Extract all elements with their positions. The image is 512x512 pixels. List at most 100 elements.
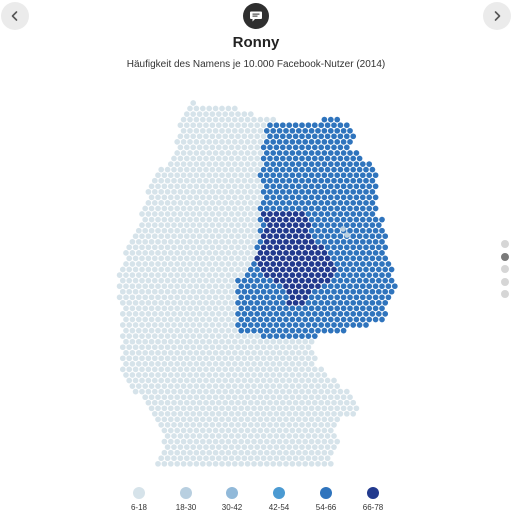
hex-cell xyxy=(270,139,277,145)
hex-cell xyxy=(142,338,149,345)
hex-cell xyxy=(292,399,299,406)
hex-cell xyxy=(251,383,257,389)
previous-button[interactable] xyxy=(1,2,29,30)
next-button[interactable] xyxy=(483,2,511,30)
hex-cell xyxy=(337,388,344,395)
hex-cell xyxy=(190,233,197,240)
hex-cell xyxy=(174,383,181,389)
hex-cell xyxy=(308,216,315,223)
hex-cell xyxy=(315,283,321,290)
hex-cell xyxy=(199,460,206,467)
hex-cell xyxy=(337,311,344,317)
hex-cell xyxy=(302,460,309,467)
hex-cell xyxy=(356,177,363,184)
hex-cell xyxy=(225,305,232,312)
hex-cell xyxy=(254,366,261,373)
hex-cell xyxy=(212,127,219,134)
hex-cell xyxy=(305,311,312,317)
hex-cell xyxy=(327,227,334,234)
hex-cell xyxy=(219,427,225,434)
hex-cell xyxy=(196,111,203,117)
hex-cell xyxy=(372,294,379,301)
hex-cell xyxy=(244,172,251,179)
hex-cell xyxy=(305,299,312,306)
hex-cell xyxy=(337,233,344,240)
page-dot[interactable] xyxy=(501,252,509,261)
hex-cell xyxy=(273,333,280,339)
hex-cell xyxy=(289,150,296,156)
hex-cell xyxy=(257,372,264,378)
hex-cell xyxy=(215,399,222,406)
hex-cell xyxy=(199,449,206,456)
hex-cell xyxy=(228,233,235,240)
hex-cell xyxy=(388,288,395,295)
hex-cell xyxy=(257,294,264,301)
hex-cell xyxy=(119,355,126,362)
hex-cell xyxy=(276,338,283,345)
hex-cell xyxy=(171,333,177,339)
hex-cell xyxy=(167,272,174,278)
hex-cell xyxy=(305,222,312,228)
page-dot[interactable] xyxy=(501,240,509,248)
hex-cell xyxy=(276,227,283,234)
hex-cell xyxy=(145,333,152,339)
map-legend: 6-18 18-30 30-42 42-54 54-66 66-78 xyxy=(0,487,512,512)
hex-cell xyxy=(305,410,312,417)
hex-cell xyxy=(174,183,181,190)
hex-cell xyxy=(158,200,165,206)
hex-cell xyxy=(219,172,225,179)
hex-cell xyxy=(327,438,334,445)
hex-cell xyxy=(276,250,283,256)
page-dot[interactable] xyxy=(501,265,509,273)
hex-cell xyxy=(231,272,238,278)
hex-cell xyxy=(251,394,257,401)
hex-cell xyxy=(331,277,337,284)
hex-cell xyxy=(318,322,325,328)
hex-cell xyxy=(203,355,209,362)
hex-cell xyxy=(219,261,225,267)
hex-cell xyxy=(199,150,206,156)
hex-cell xyxy=(324,299,331,306)
hex-cell xyxy=(199,305,206,312)
hex-cell xyxy=(135,361,142,367)
hex-cell xyxy=(228,455,235,462)
hex-cell xyxy=(244,383,251,389)
hex-cell xyxy=(302,172,309,179)
hex-cell xyxy=(273,322,280,328)
hex-cell xyxy=(311,311,318,317)
hex-cell xyxy=(238,194,245,201)
hex-cell xyxy=(254,177,261,184)
hex-cell xyxy=(279,377,286,384)
hex-cell xyxy=(321,194,328,201)
hex-cell xyxy=(273,366,280,373)
hex-cell xyxy=(363,255,369,262)
hex-cell xyxy=(267,444,273,450)
hex-cell xyxy=(187,227,193,234)
hex-cell xyxy=(215,144,222,151)
hex-cell xyxy=(183,433,190,439)
hex-cell xyxy=(171,177,177,184)
hex-cell xyxy=(324,188,331,195)
hex-cell xyxy=(257,227,264,234)
hex-cell xyxy=(331,133,337,140)
page-dot[interactable] xyxy=(501,277,509,286)
hex-cell xyxy=(334,183,341,190)
hex-cell xyxy=(347,305,353,312)
hex-cell xyxy=(155,460,161,467)
hex-cell xyxy=(379,238,385,245)
hex-cell xyxy=(283,250,289,256)
page-dot[interactable] xyxy=(501,290,509,298)
hex-cell xyxy=(327,383,334,389)
hex-cell xyxy=(241,144,248,151)
hex-cell xyxy=(167,438,174,445)
hex-cell xyxy=(174,349,181,356)
comment-button[interactable] xyxy=(243,3,269,29)
hex-cell xyxy=(292,144,299,151)
hex-cell xyxy=(174,161,181,167)
hex-cell xyxy=(209,311,216,317)
hex-cell xyxy=(257,405,264,412)
hex-cell xyxy=(164,377,171,384)
hex-cell xyxy=(142,250,149,256)
hex-cell xyxy=(318,155,325,162)
hex-cell xyxy=(139,322,145,328)
